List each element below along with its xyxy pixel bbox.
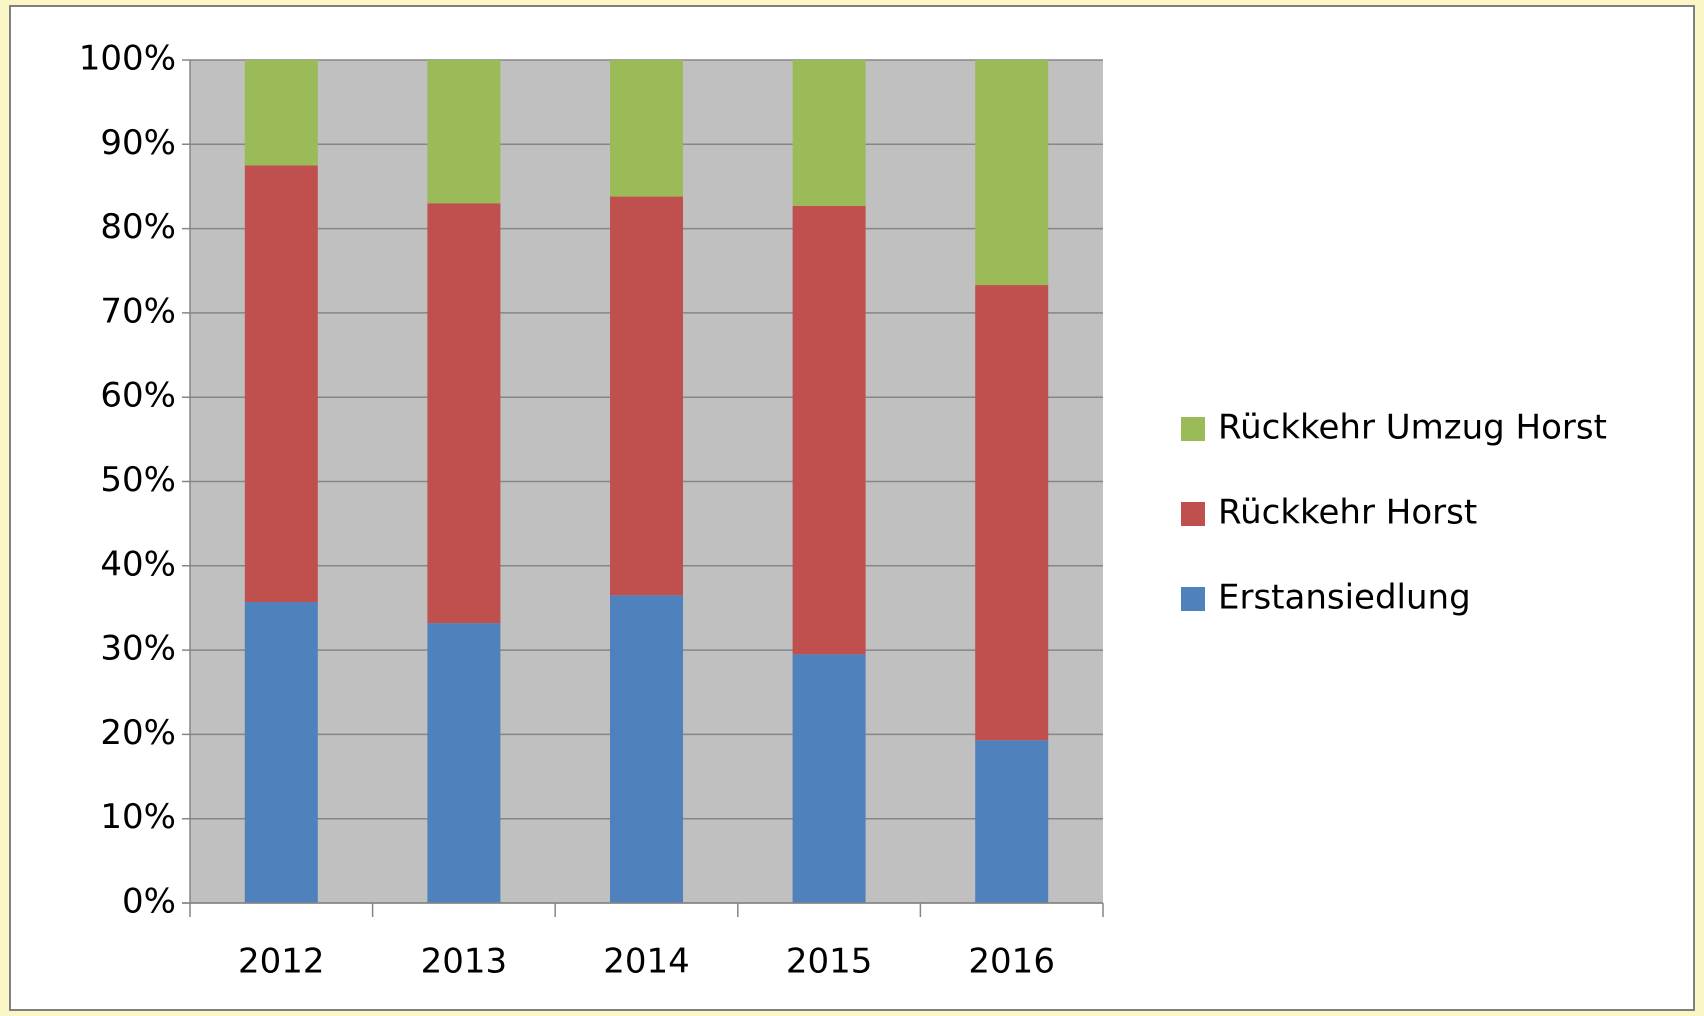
y-tick-label: 100% bbox=[79, 39, 176, 79]
y-tick-label: 60% bbox=[100, 376, 176, 416]
x-tick-label: 2016 bbox=[968, 942, 1055, 982]
bar-segment bbox=[975, 740, 1049, 903]
bar-segment bbox=[244, 60, 318, 166]
x-tick-label: 2012 bbox=[238, 942, 325, 982]
legend-swatch bbox=[1181, 502, 1205, 526]
x-tick-label: 2014 bbox=[603, 942, 690, 982]
y-tick-label: 80% bbox=[100, 207, 176, 247]
bar-segment bbox=[975, 285, 1049, 741]
bar-segment bbox=[975, 60, 1049, 286]
x-tick-label: 2015 bbox=[786, 942, 873, 982]
legend-label: Erstansiedlung bbox=[1218, 578, 1471, 618]
y-tick-label: 0% bbox=[122, 882, 176, 922]
bar-segment bbox=[610, 595, 683, 903]
bar-segment bbox=[427, 60, 501, 204]
legend-swatch bbox=[1181, 417, 1205, 441]
bar-segment bbox=[792, 205, 866, 655]
y-tick-label: 90% bbox=[100, 123, 176, 163]
bar-segment bbox=[427, 203, 501, 624]
bar-segment bbox=[427, 623, 501, 903]
bar-segment bbox=[792, 654, 866, 903]
x-tick-label: 2013 bbox=[421, 942, 508, 982]
y-tick-label: 30% bbox=[100, 629, 176, 669]
bar-segment bbox=[610, 60, 683, 197]
legend-label: Rückkehr Horst bbox=[1218, 493, 1477, 533]
y-tick-label: 50% bbox=[100, 460, 176, 500]
legend-label: Rückkehr Umzug Horst bbox=[1218, 408, 1607, 448]
bar-segment bbox=[244, 602, 318, 903]
legend-swatch bbox=[1181, 587, 1205, 611]
y-tick-label: 20% bbox=[100, 713, 176, 753]
bar-segment bbox=[610, 196, 683, 596]
y-tick-label: 10% bbox=[100, 797, 176, 837]
bar-segment bbox=[792, 60, 866, 206]
y-tick-label: 40% bbox=[100, 544, 176, 584]
bar-segment bbox=[244, 165, 318, 603]
y-tick-label: 70% bbox=[100, 291, 176, 331]
